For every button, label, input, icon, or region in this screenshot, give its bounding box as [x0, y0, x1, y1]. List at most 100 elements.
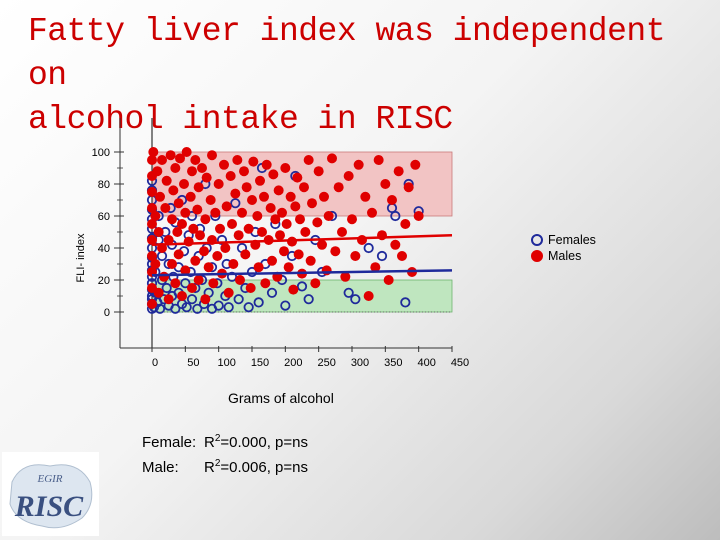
- male-point-76: [235, 275, 245, 285]
- male-point-152: [413, 211, 424, 221]
- male-point-13: [152, 166, 163, 177]
- male-point-75: [233, 230, 244, 241]
- male-point-22: [163, 294, 174, 305]
- male-point-42: [187, 283, 197, 293]
- male-point-9: [147, 155, 157, 165]
- male-point-127: [330, 246, 341, 257]
- male-point-68: [221, 201, 232, 212]
- stats-female-row: Female: R2=0.000, p=ns: [142, 428, 308, 453]
- filled-circle-icon: [531, 250, 543, 262]
- female-point-47: [186, 294, 198, 305]
- fit-lines: [151, 233, 453, 277]
- male-point-64: [215, 223, 225, 234]
- female-point-36: [170, 303, 181, 314]
- male-point-16: [155, 191, 165, 202]
- male-point-120: [312, 217, 323, 228]
- slide-title-line2: alcohol intake in RISC: [28, 101, 453, 138]
- male-point-102: [279, 246, 289, 257]
- y-axis-label: FLI- index: [75, 233, 87, 282]
- male-point-86: [252, 211, 263, 221]
- male-point-80: [241, 182, 252, 193]
- male-point-7: [147, 187, 157, 197]
- male-point-139: [370, 262, 381, 273]
- male-point-117: [305, 255, 316, 266]
- y-tick-label-1: 20: [98, 275, 110, 287]
- female-point-91: [363, 242, 374, 254]
- male-point-21: [161, 175, 172, 186]
- female-point-81: [280, 300, 291, 311]
- logo-risc-text: RISC: [14, 490, 84, 523]
- y-tick-label-0: 0: [104, 307, 110, 319]
- male-point-110: [292, 172, 303, 183]
- male-point-104: [281, 219, 292, 229]
- regression-stats: Female: R2=0.000, p=ns Male: R2=0.006, p=n…: [142, 428, 308, 478]
- male-point-33: [175, 153, 185, 164]
- male-point-74: [232, 155, 243, 165]
- male-point-135: [357, 235, 367, 245]
- male-point-140: [373, 155, 384, 165]
- male-point-56: [203, 262, 214, 273]
- male-point-130: [340, 271, 351, 282]
- male-point-31: [173, 249, 184, 260]
- female-point-68: [230, 198, 241, 209]
- male-point-28: [170, 278, 181, 289]
- stats-male-label: Male:: [142, 459, 179, 476]
- male-point-35: [177, 219, 187, 229]
- male-point-112: [295, 214, 305, 225]
- male-point-11: [150, 259, 161, 269]
- male-point-72: [228, 259, 239, 269]
- male-point-128: [333, 182, 344, 193]
- male-point-122: [317, 239, 327, 250]
- male-point-50: [195, 230, 205, 241]
- male-point-46: [190, 155, 201, 165]
- male-point-40: [183, 236, 194, 247]
- female-point-85: [303, 294, 314, 305]
- female-point-44: [181, 302, 192, 313]
- male-point-39: [181, 147, 192, 157]
- female-point-63: [216, 234, 228, 246]
- male-point-27: [168, 185, 179, 196]
- stats-male-r: R: [204, 459, 215, 476]
- male-point-41: [185, 191, 196, 202]
- stats-female-label: Female:: [142, 434, 197, 451]
- male-point-19: [159, 271, 169, 282]
- female-point-24: [154, 303, 166, 314]
- female-point-75: [253, 297, 264, 308]
- male-point-29: [170, 163, 181, 173]
- male-point-94: [265, 203, 276, 213]
- male-point-67: [220, 243, 231, 253]
- male-point-37: [180, 265, 191, 276]
- male-point-49: [193, 182, 204, 193]
- female-point-92: [376, 250, 388, 262]
- x-tick-label-3: 150: [251, 357, 269, 369]
- female-point-89: [343, 287, 354, 298]
- y-tick-label-4: 80: [98, 179, 110, 191]
- male-point-5: [147, 219, 157, 229]
- female-point-94: [390, 210, 401, 222]
- stats-male-sup: 2: [214, 458, 221, 469]
- male-point-6: [147, 203, 157, 213]
- male-point-43: [187, 166, 197, 177]
- male-point-90: [259, 191, 269, 202]
- male-point-30: [172, 227, 183, 237]
- x-tick-label-2: 100: [217, 357, 235, 369]
- stats-female-sup: 2: [214, 433, 221, 444]
- male-point-82: [245, 283, 256, 293]
- male-point-131: [343, 171, 354, 181]
- legend-item-females: Females: [531, 232, 596, 248]
- male-point-20: [160, 203, 171, 213]
- male-point-36: [179, 179, 189, 189]
- x-tick-labels: 0 50 100 150 200 250 300 350 400 450: [152, 357, 469, 369]
- male-point-77: [237, 207, 247, 218]
- legend-label-males: Males: [548, 249, 582, 263]
- y-tick-label-3: 60: [98, 211, 110, 223]
- male-point-148: [400, 219, 411, 229]
- male-point-149: [403, 182, 414, 193]
- female-point-26: [156, 250, 168, 262]
- egir-risc-logo: EGIR RISC: [2, 452, 99, 536]
- female-point-78: [266, 287, 278, 298]
- male-point-24: [165, 150, 176, 161]
- legend-item-males: Males: [531, 248, 596, 264]
- male-point-66: [219, 159, 229, 170]
